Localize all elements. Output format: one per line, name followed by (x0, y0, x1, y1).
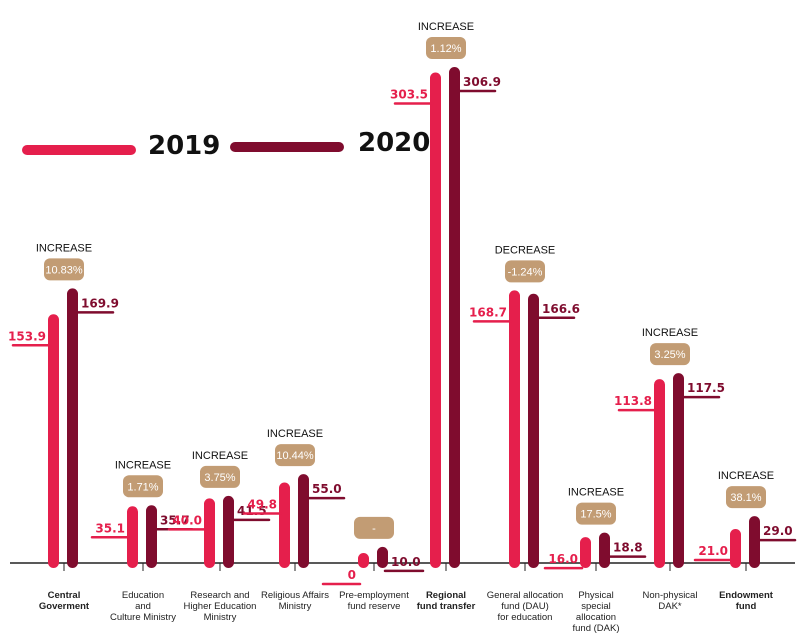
change-badge (275, 444, 315, 467)
value-label-2019: 40.0 (172, 513, 202, 527)
category-label: Central Goverment (38, 590, 90, 612)
value-label-2020: 55.0 (312, 482, 342, 496)
value-label-2019: 0 (348, 568, 356, 582)
value-label-2019: 35.1 (95, 521, 125, 535)
bar-2020 (449, 67, 460, 568)
category-label: Regional fund transfer (416, 590, 476, 612)
value-label-2020: 117.5 (687, 381, 725, 395)
bar-2019 (509, 290, 520, 568)
change-badge (200, 465, 240, 488)
value-label-2020: 166.6 (542, 302, 580, 316)
change-value: - (372, 523, 376, 535)
change-badge (123, 475, 163, 498)
change-value: 3.25% (654, 349, 685, 361)
change-value: 38.1% (730, 492, 761, 504)
bar-2020 (223, 495, 234, 568)
value-label-2020: 169.9 (81, 296, 119, 310)
category-label: Pre-employment fund reserve (339, 590, 409, 612)
change-value: 3.75% (204, 472, 235, 484)
bar-2020 (298, 474, 309, 568)
category-label: Physical special allocation fund (DAK) (572, 590, 620, 634)
value-label-2019: 168.7 (469, 305, 507, 319)
value-label-2019: 16.0 (548, 552, 578, 566)
value-label-2020: 18.8 (613, 541, 643, 555)
value-label-2019: 21.0 (698, 544, 728, 558)
category-label: Non-physical DAK* (642, 590, 698, 612)
bar-2019 (580, 537, 591, 568)
change-value: 1.12% (430, 43, 461, 55)
change-direction: INCREASE (36, 242, 92, 254)
value-label-2019: 153.9 (8, 329, 46, 343)
bar-2020 (377, 546, 388, 568)
bar-2019 (48, 314, 59, 568)
change-badge (426, 37, 466, 60)
change-badge (726, 486, 766, 509)
change-value: 17.5% (580, 509, 611, 521)
bar-2019 (279, 482, 290, 568)
change-badge (650, 343, 690, 366)
value-label-2020: 35.7 (160, 513, 190, 527)
value-label-2019: 113.8 (614, 394, 652, 408)
change-value: 10.83% (45, 264, 83, 276)
bar-2019 (358, 553, 369, 568)
value-label-2019: 303.5 (390, 88, 428, 102)
change-badge (576, 502, 616, 525)
change-direction: INCREASE (267, 428, 323, 440)
change-direction: DECREASE (495, 244, 556, 256)
change-direction: INCREASE (718, 470, 774, 482)
change-direction: INCREASE (568, 487, 624, 499)
change-badge (44, 258, 84, 281)
category-label: Endowment fund (719, 590, 773, 612)
bar-2020 (673, 373, 684, 568)
bar-2019 (430, 72, 441, 569)
change-direction: INCREASE (192, 450, 248, 462)
bar-2020 (599, 532, 610, 568)
change-direction: INCREASE (418, 21, 474, 33)
category-label: Education and Culture Ministry (110, 590, 176, 623)
change-value: -1.24% (508, 266, 543, 278)
bar-2020 (67, 288, 78, 568)
legend-swatch-2020 (230, 142, 344, 152)
legend-label-2019: 2019 (148, 131, 221, 161)
value-label-2020: 306.9 (463, 75, 501, 89)
legend-swatch-2019 (22, 145, 136, 155)
change-badge (354, 516, 394, 539)
category-label: Religious Affairs Ministry (261, 590, 329, 612)
value-label-2020: 29.0 (763, 524, 793, 538)
bar-2020 (146, 505, 157, 568)
change-value: 1.71% (127, 481, 158, 493)
bar-2019 (204, 498, 215, 568)
category-label: General allocation fund (DAU) for educat… (486, 590, 564, 623)
bar-2020 (749, 516, 760, 568)
bar-2019 (730, 529, 741, 568)
change-badge (505, 260, 545, 283)
bar-2019 (654, 379, 665, 568)
value-label-2020: 10.0 (391, 555, 421, 569)
change-value: 10.44% (276, 450, 314, 462)
value-label-2019: 49.8 (247, 498, 277, 512)
category-label: Research and Higher Education Ministry (183, 590, 257, 623)
bar-2020 (528, 293, 539, 568)
legend-label-2020: 2020 (358, 128, 431, 158)
change-direction: INCREASE (115, 459, 171, 471)
change-direction: INCREASE (642, 327, 698, 339)
bar-2019 (127, 506, 138, 568)
